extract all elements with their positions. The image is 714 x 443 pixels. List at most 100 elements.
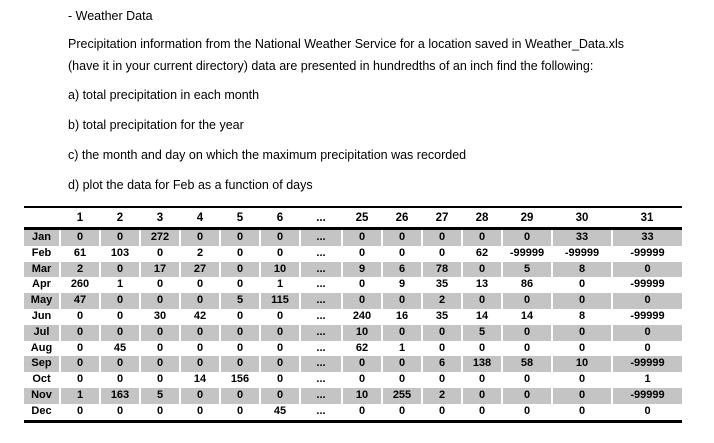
table-cell: 2	[59, 261, 100, 278]
table-cell: 0	[179, 277, 220, 294]
day-header-cell: 6	[260, 207, 300, 230]
table-cell: 0	[259, 340, 300, 357]
table-cell: 240	[341, 308, 382, 325]
table-cell: 1	[259, 277, 300, 294]
day-header-cell: 28	[462, 207, 502, 230]
table-cell: 0	[99, 372, 140, 388]
table-cell: 0	[341, 245, 382, 262]
table-cell: 0	[59, 308, 100, 325]
table-cell: 0	[179, 228, 220, 246]
table-cell: ...	[299, 308, 342, 325]
table-cell: ...	[299, 277, 342, 294]
table-cell: 0	[179, 403, 220, 422]
table-cell: 0	[341, 277, 382, 294]
month-label: Dec	[31, 404, 52, 417]
table-cell: 0	[139, 245, 180, 262]
day-header-cell: 29	[502, 207, 552, 230]
table-cell: 0	[611, 324, 682, 341]
table-cell: 0	[421, 324, 462, 341]
table-cell: ...	[299, 403, 342, 422]
table-cell: 0	[501, 324, 552, 341]
table-cell: 0	[501, 340, 552, 357]
table-cell: 2	[179, 245, 220, 262]
table-cell: 16	[381, 308, 422, 325]
table-cell: 260	[59, 277, 100, 294]
table-cell: 0	[99, 324, 140, 341]
precipitation-table: 1 2 3 4 5 6... 25 26 27 28 29 30 31 Jan 0 0 272 0 0 0... 0 0…	[24, 206, 682, 423]
table-cell: -99999	[611, 245, 682, 262]
table-cell: 0	[59, 324, 100, 341]
table-cell: 9	[341, 261, 382, 278]
table-cell: 0	[59, 228, 100, 246]
corner-header-cell	[24, 207, 60, 230]
table-cell: -99999	[611, 387, 682, 404]
table-cell: 0	[421, 228, 462, 246]
table-cell: 62	[461, 245, 502, 262]
table-cell: 255	[381, 387, 422, 404]
table-cell: 0	[381, 372, 422, 388]
table-cell: 5	[461, 324, 502, 341]
table-cell: 272	[139, 228, 180, 246]
table-cell: 0	[99, 228, 140, 246]
month-label: May	[24, 293, 60, 309]
table-cell: 45	[259, 403, 300, 422]
month-label: Aug	[30, 341, 53, 354]
table-cell: 0	[551, 403, 612, 422]
table-cell: 17	[139, 261, 180, 278]
table-row: Oct 0 0 0 14 156 0... 0 0 0 0 0 0 1	[24, 372, 682, 388]
table-cell: 0	[551, 293, 612, 309]
table-cell: 14	[179, 372, 220, 388]
table-cell: 0	[59, 372, 100, 388]
table-cell: 0	[461, 387, 502, 404]
table-cell: 61	[59, 245, 100, 262]
table-cell: 27	[179, 261, 220, 278]
table-cell: -99999	[551, 245, 612, 262]
table-row: Feb 61 103 0 2 0 0... 0 0 0 62 -99999 -99999 -99999	[24, 245, 682, 262]
table-cell: 86	[501, 277, 552, 294]
month-label: Feb	[31, 246, 52, 259]
table-cell: 0	[59, 403, 100, 422]
task-item-c: c) the month and day on which the maximu…	[68, 148, 467, 162]
table-cell: 5	[219, 293, 260, 309]
table-cell: 5	[501, 261, 552, 278]
month-label: Oct	[32, 373, 51, 386]
day-header-cell: 1	[60, 207, 100, 230]
table-cell: 33	[551, 228, 612, 246]
table-cell: 0	[139, 324, 180, 341]
intro-line-2: (have it in your current directory) data…	[68, 59, 594, 73]
table-cell: ...	[299, 324, 342, 341]
page-title: - Weather Data	[68, 9, 153, 23]
table-cell: ...	[299, 261, 342, 278]
task-item-b: b) total precipitation for the year	[68, 118, 244, 132]
table-cell: 0	[501, 403, 552, 422]
table-cell: 0	[219, 324, 260, 341]
table-cell: 0	[551, 340, 612, 357]
table-cell: 0	[461, 403, 502, 422]
table-cell: 0	[179, 356, 220, 373]
table-cell: 33	[611, 228, 682, 246]
intro-line-1: Precipitation information from the Natio…	[68, 37, 625, 51]
table-cell: 0	[551, 372, 612, 388]
table-cell: 6	[421, 356, 462, 373]
table-cell: 0	[139, 403, 180, 422]
table-cell: 0	[59, 356, 100, 373]
month-label: Mar	[24, 261, 60, 278]
table-cell: 115	[259, 293, 300, 309]
table-cell: -99999	[501, 245, 552, 262]
table-cell: 0	[611, 261, 682, 278]
table-cell: 35	[421, 308, 462, 325]
table-header-row: 1 2 3 4 5 6... 25 26 27 28 29 30 31	[24, 207, 682, 230]
table-cell: 6	[381, 261, 422, 278]
month-label: Jan	[24, 228, 60, 246]
month-label: Jun	[31, 309, 52, 322]
table-row: May 47 0 0 0 5 115... 0 0 2 0 0 0 0	[24, 293, 682, 309]
table-cell: 0	[501, 293, 552, 309]
table-cell: 13	[461, 277, 502, 294]
table-cell: 0	[341, 293, 382, 309]
table-cell: 0	[219, 277, 260, 294]
table-cell: 47	[59, 293, 100, 309]
day-header-cell: 27	[422, 207, 462, 230]
task-item-d: d) plot the data for Feb as a function o…	[68, 178, 313, 192]
table-cell: 0	[461, 372, 502, 388]
